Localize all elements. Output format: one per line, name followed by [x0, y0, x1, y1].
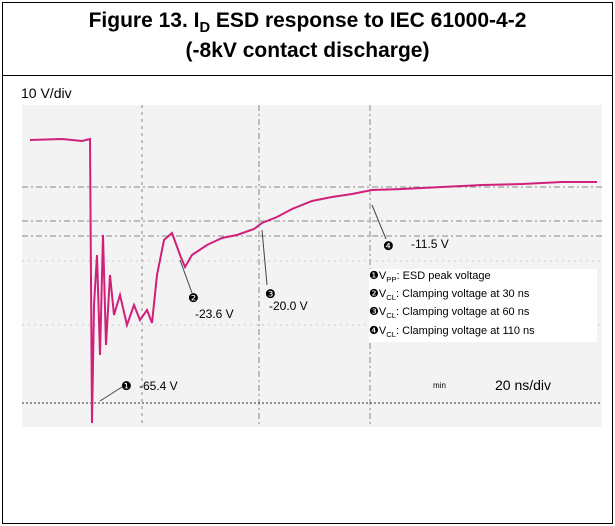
title-text: Figure 13. I	[88, 9, 200, 32]
annotation-label: -20.0 V	[269, 299, 308, 313]
legend-marker: ❸	[369, 306, 379, 319]
waveform	[29, 137, 597, 424]
legend-text: : ESD peak voltage	[396, 270, 491, 282]
annotation-label: -65.4 V	[139, 379, 178, 393]
annotation-label: -23.6 V	[195, 307, 234, 321]
annotation-marker: ❷	[188, 291, 199, 305]
vertical-scale: 10 V/div	[21, 85, 72, 101]
screen-bg	[22, 105, 602, 427]
title-line: (-8kV contact discharge)	[185, 39, 430, 62]
title-sub: D	[199, 20, 211, 37]
title-line: Figure 13. ID ESD response to IEC 61000-…	[3, 9, 612, 36]
legend-sub: PP	[386, 275, 397, 285]
legend-marker: ❷	[369, 288, 379, 301]
legend-text: : Clamping voltage at 110 ns	[396, 324, 535, 337]
legend-sub: CL	[386, 329, 397, 339]
legend-item: ❶VPP: ESD peak voltage	[369, 269, 597, 287]
legend-marker: ❹	[369, 324, 379, 337]
separator	[3, 75, 612, 76]
legend-symbol: V	[378, 270, 387, 282]
legend-item: ❹VCL: Clamping voltage at 110 ns	[369, 324, 597, 342]
annotation-marker: ❶	[121, 379, 132, 393]
horizontal-scale: 20 ns/div	[495, 377, 552, 393]
grid	[22, 105, 602, 427]
legend-text: : Clamping voltage at 30 ns	[396, 288, 530, 301]
legend-marker: ❶	[369, 270, 379, 282]
pointers	[99, 204, 387, 402]
scope-screen	[22, 105, 602, 427]
legend-symbol: V	[378, 324, 387, 337]
annotation-marker: ❹	[383, 239, 394, 253]
legend-item: ❸VCL: Clamping voltage at 60 ns	[369, 305, 597, 323]
annotation-label: -11.5 V	[411, 237, 449, 251]
legend-sub: CL	[386, 311, 397, 321]
mode-label: min	[433, 381, 446, 390]
legend-symbol: V	[378, 288, 387, 301]
legend: ❶VPP: ESD peak voltage ❷VCL: Clamping vol…	[369, 269, 597, 342]
legend-sub: CL	[386, 293, 397, 303]
title-text: ESD response to IEC 61000-4-2	[210, 9, 527, 32]
legend-symbol: V	[378, 306, 387, 319]
legend-text: : Clamping voltage at 60 ns	[396, 306, 530, 319]
annotation-marker: ❸	[265, 287, 276, 301]
legend-item: ❷VCL: Clamping voltage at 30 ns	[369, 287, 597, 305]
